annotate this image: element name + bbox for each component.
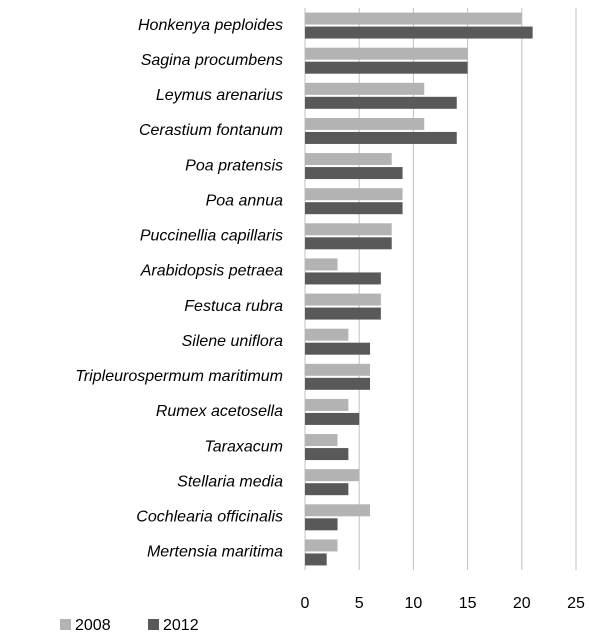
x-tick-label: 15 — [459, 595, 477, 612]
y-tick-label: Mertensia maritima — [147, 544, 283, 561]
bar — [305, 202, 403, 215]
y-tick-label: Honkenya peploides — [138, 17, 283, 34]
x-tick-label: 20 — [513, 595, 531, 612]
bar — [305, 307, 381, 320]
y-tick-label: Cerastium fontanum — [139, 122, 283, 139]
bar — [305, 412, 360, 425]
y-tick-label: Arabidopsis petraea — [140, 263, 283, 280]
bar — [305, 363, 371, 376]
bar — [305, 131, 457, 144]
y-tick-label: Silene uniflora — [182, 333, 284, 350]
y-tick-label: Festuca rubra — [184, 298, 283, 315]
bar — [305, 377, 371, 390]
y-tick-label: Leymus arenarius — [156, 87, 283, 104]
bar — [305, 117, 425, 130]
bar — [305, 96, 457, 109]
legend-label: 2012 — [163, 617, 199, 634]
legend-label: 2008 — [75, 617, 111, 634]
bar — [305, 61, 468, 74]
bar — [305, 469, 360, 482]
bar — [305, 518, 338, 531]
y-tick-label: Tripleurospermum maritimum — [75, 368, 283, 385]
legend-swatch — [148, 619, 159, 630]
bar — [305, 223, 392, 236]
bar — [305, 293, 381, 306]
bar — [305, 26, 533, 39]
x-tick-label: 0 — [301, 595, 310, 612]
bar — [305, 328, 349, 341]
y-tick-label: Poa pratensis — [185, 157, 283, 174]
legend-swatch — [60, 619, 71, 630]
bar — [305, 237, 392, 250]
y-tick-label: Stellaria media — [177, 473, 283, 490]
bar — [305, 434, 338, 447]
y-tick-label: Taraxacum — [204, 438, 283, 455]
bar — [305, 258, 338, 271]
bar — [305, 167, 403, 180]
bar — [305, 188, 403, 201]
bar — [305, 553, 327, 566]
bar — [305, 272, 381, 285]
bar — [305, 47, 468, 60]
y-tick-label: Poa annua — [206, 192, 284, 209]
y-tick-label: Sagina procumbens — [141, 52, 283, 69]
bar — [305, 342, 371, 355]
bar — [305, 448, 349, 461]
bar — [305, 483, 349, 496]
y-tick-label: Rumex acetosella — [156, 403, 283, 420]
bar — [305, 539, 338, 552]
bar — [305, 153, 392, 166]
x-tick-label: 5 — [355, 595, 364, 612]
bar — [305, 504, 371, 517]
bar — [305, 398, 349, 411]
y-tick-label: Puccinellia capillaris — [140, 228, 283, 245]
bar — [305, 12, 522, 25]
bar — [305, 82, 425, 95]
x-tick-label: 25 — [567, 595, 585, 612]
y-tick-label: Cochlearia officinalis — [136, 509, 283, 526]
x-tick-label: 10 — [405, 595, 423, 612]
